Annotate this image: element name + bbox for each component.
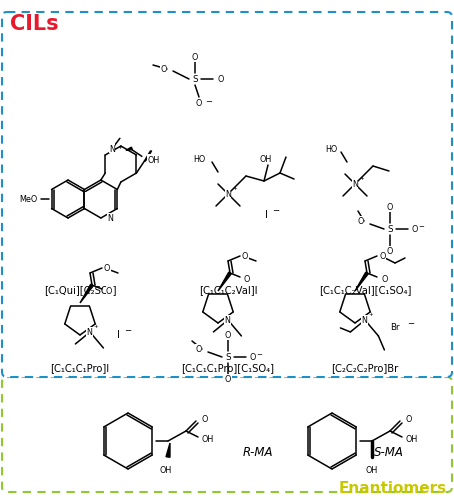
Text: O: O [225,331,231,340]
Text: +: + [232,186,237,190]
Text: OH: OH [406,435,418,443]
Text: Enantiomers: Enantiomers [339,480,447,495]
Text: O: O [161,65,167,74]
Text: +: + [359,176,364,181]
Text: +: + [94,323,98,328]
Text: N: N [109,145,115,153]
Text: O: O [104,264,110,273]
Text: MeO: MeO [20,195,38,204]
Polygon shape [355,273,368,292]
Text: O: O [358,217,364,226]
Text: I: I [265,209,267,219]
Text: HO: HO [194,155,206,164]
Text: −: − [256,351,262,357]
Text: O: O [244,275,250,284]
Text: S: S [387,225,393,234]
Text: −: − [418,223,424,229]
Text: OH: OH [366,465,378,474]
Text: O: O [250,353,257,362]
Text: O: O [106,287,113,296]
Text: −: − [205,97,212,106]
Text: O: O [192,54,198,63]
Text: N: N [225,190,231,199]
Text: S-MA: S-MA [374,445,404,458]
Text: Br: Br [390,323,400,332]
Text: N: N [361,316,367,325]
Text: −: − [407,318,414,327]
Text: O: O [387,203,393,212]
Polygon shape [166,443,170,457]
Text: O: O [379,252,385,261]
Text: [C₁Qui][C₂SO₄]: [C₁Qui][C₂SO₄] [44,285,116,295]
Text: I: I [117,329,119,339]
Text: S: S [225,353,231,362]
Text: OH: OH [260,155,272,164]
Text: [C₁C₁C₂Val]I: [C₁C₁C₂Val]I [199,285,257,295]
Text: N: N [86,328,92,337]
Text: +: + [368,311,373,316]
Text: R-MA: R-MA [243,445,273,458]
Text: HO: HO [325,145,337,154]
Text: N: N [352,180,358,189]
Text: O: O [242,252,248,261]
Text: O: O [405,415,411,424]
Text: O: O [196,99,202,108]
Text: N: N [224,316,230,325]
Text: O: O [196,345,202,354]
Text: O: O [412,225,419,234]
Text: −: − [272,205,279,214]
Text: [C₁C₁C₁Pro][C₁SO₄]: [C₁C₁C₁Pro][C₁SO₄] [182,362,275,372]
Text: OH: OH [148,155,160,164]
Text: [C₁C₁C₂Val][C₁SO₄]: [C₁C₁C₂Val][C₁SO₄] [319,285,411,295]
Polygon shape [80,285,93,304]
FancyBboxPatch shape [2,13,452,377]
Text: [C₂C₂C₂Pro]Br: [C₂C₂C₂Pro]Br [331,362,399,372]
Polygon shape [218,273,231,292]
Text: S: S [192,75,198,84]
Text: O: O [217,75,223,84]
Text: OH: OH [160,465,172,474]
Text: −: − [124,325,131,334]
Text: CILs: CILs [10,14,59,34]
FancyBboxPatch shape [2,377,452,492]
Text: O: O [201,415,207,424]
Text: N: N [108,213,114,222]
Polygon shape [126,148,132,151]
Text: O: O [225,375,231,384]
Text: O: O [381,275,387,284]
Text: [C₁C₁C₁Pro]I: [C₁C₁C₁Pro]I [50,362,109,372]
Text: +: + [117,145,122,150]
Text: O: O [387,247,393,256]
Text: OH: OH [202,435,214,443]
